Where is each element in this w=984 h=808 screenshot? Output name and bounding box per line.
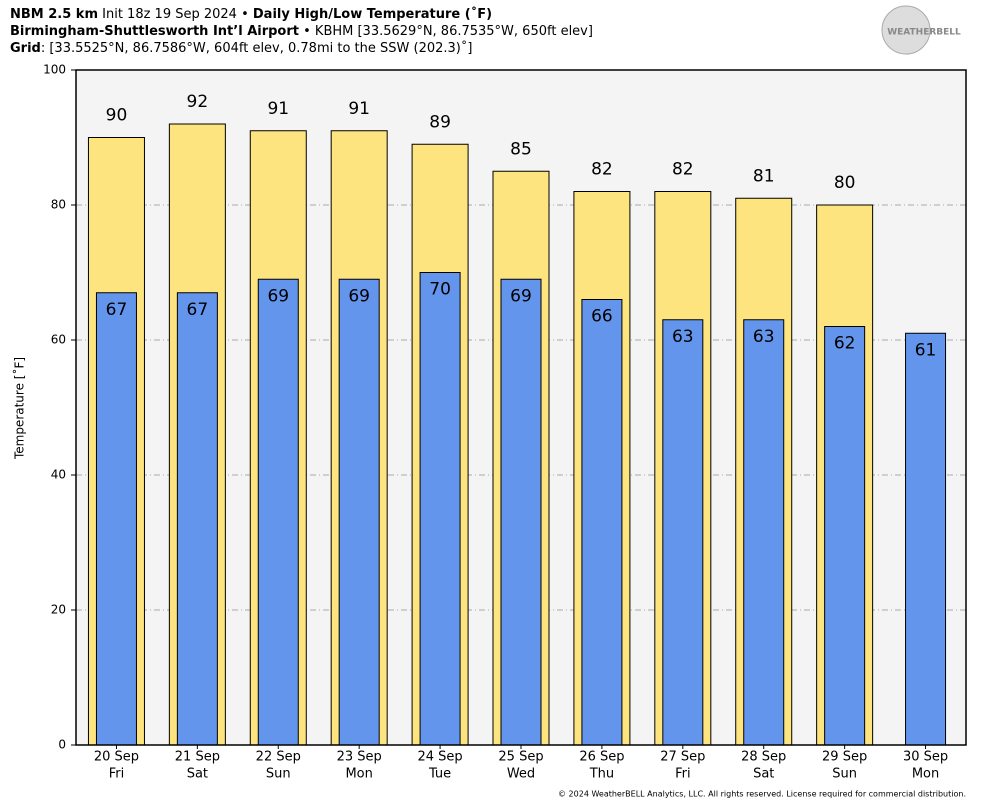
y-tick-label: 100 [43,63,66,77]
x-tick-label: 25 Sep [498,750,543,765]
x-tick-label: Sat [753,767,774,782]
credit: © 2024 WeatherBELL Analytics, LLC. All r… [558,790,966,799]
bar [581,299,623,746]
x-tick-label: 28 Sep [741,750,786,765]
header-text: : [33.5525°N, 86.7586°W, 604ft elev, 0.7… [41,40,473,56]
value-label: 69 [348,286,370,306]
value-label: 91 [348,99,370,119]
header-text: Init 18z 19 Sep 2024 • [98,7,253,22]
value-label: 90 [106,106,128,126]
x-tick-label: 21 Sep [175,750,220,765]
x-tick-label: 22 Sep [256,750,301,765]
header-line: Grid: [33.5525°N, 86.7586°W, 604ft elev,… [10,40,472,56]
bar [419,272,461,746]
value-label: 66 [591,307,613,327]
value-label: 69 [510,286,532,306]
bar [662,319,704,746]
value-label: 67 [187,300,209,320]
value-label: 92 [187,92,209,112]
value-label: 89 [429,112,451,132]
bar [905,332,947,746]
value-label: 85 [510,139,532,159]
header-line: Birmingham-Shuttlesworth Int’l Airport •… [10,24,593,39]
x-tick-label: Fri [675,767,691,782]
x-tick-label: Wed [507,767,535,782]
bar [257,278,299,746]
x-tick-label: Sun [832,767,857,782]
value-label: 80 [834,173,856,193]
bar [500,278,542,746]
y-axis-label: Temperature [˚F] [12,357,27,460]
header-text: Daily High/Low Temperature (˚F) [253,6,492,22]
value-label: 82 [672,160,694,180]
y-tick-label: 40 [51,468,66,482]
value-label: 69 [267,286,289,306]
y-tick-label: 20 [51,603,66,617]
value-label: 91 [267,99,289,119]
logo-text: WEATHERBELL [887,28,961,38]
bar [743,319,785,746]
x-tick-label: 27 Sep [660,750,705,765]
bar [338,278,380,746]
header-text: • KBHM [33.5629°N, 86.7535°W, 650ft elev… [299,24,593,39]
x-tick-label: Sun [266,767,291,782]
value-label: 82 [591,160,613,180]
x-tick-label: Sat [187,767,208,782]
x-tick-label: 20 Sep [94,750,139,765]
x-tick-label: Thu [589,767,614,782]
y-tick-label: 60 [51,333,66,347]
x-tick-label: Mon [345,767,372,782]
value-label: 63 [753,327,775,347]
value-label: 67 [106,300,128,320]
header-text: NBM 2.5 km [10,7,98,22]
value-label: 70 [429,280,451,300]
x-tick-label: Fri [109,767,125,782]
bar [176,292,218,746]
y-tick-label: 0 [58,738,66,752]
y-tick-label: 80 [51,198,66,212]
x-tick-label: Mon [912,767,939,782]
logo: WEATHERBELL [881,5,961,55]
bar [824,326,866,746]
x-tick-label: 30 Sep [903,750,948,765]
header-text: Grid [10,41,41,56]
header-line: NBM 2.5 km Init 18z 19 Sep 2024 • Daily … [10,6,492,22]
x-tick-label: 26 Sep [579,750,624,765]
value-label: 61 [915,340,937,360]
value-label: 62 [834,334,856,354]
header-text: Birmingham-Shuttlesworth Int’l Airport [10,24,299,39]
value-label: 81 [753,166,775,186]
x-tick-label: 23 Sep [337,750,382,765]
value-label: 63 [672,327,694,347]
bar [95,292,137,746]
x-tick-label: Tue [428,767,451,782]
x-tick-label: 24 Sep [417,750,462,765]
x-tick-label: 29 Sep [822,750,867,765]
plot-frame [75,69,967,746]
